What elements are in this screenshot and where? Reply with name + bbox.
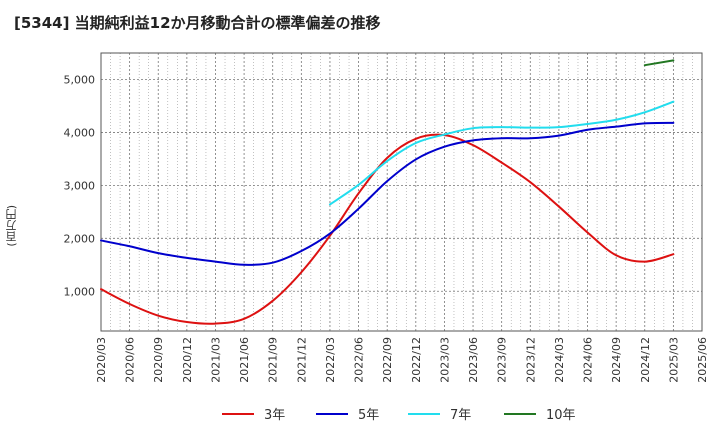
x-tick-label: 2021/03 bbox=[209, 337, 222, 383]
y-tick-label: 1,000 bbox=[64, 285, 96, 298]
x-tick-label: 2021/06 bbox=[238, 337, 251, 383]
x-tick-label: 2025/06 bbox=[696, 337, 709, 383]
x-tick-label: 2025/03 bbox=[667, 337, 680, 383]
x-tick-label: 2022/09 bbox=[381, 337, 394, 383]
y-tick-label: 5,000 bbox=[64, 73, 96, 86]
x-tick-label: 2023/03 bbox=[438, 337, 451, 383]
series-line-4 bbox=[643, 59, 675, 67]
legend-label-1: 3年 bbox=[264, 408, 285, 423]
x-tick-label: 2024/06 bbox=[582, 337, 595, 383]
legend-label-2: 5年 bbox=[358, 408, 379, 423]
y-tick-label: 4,000 bbox=[64, 126, 96, 139]
x-tick-label: 2021/09 bbox=[267, 337, 280, 383]
x-tick-label: 2020/03 bbox=[95, 337, 108, 383]
legend-label-3: 7年 bbox=[450, 408, 471, 423]
plot-area bbox=[101, 53, 702, 331]
chart-title: [5344] 当期純利益12か月移動合計の標準偏差の推移 bbox=[14, 14, 381, 32]
x-tick-label: 2024/03 bbox=[553, 337, 566, 383]
x-tick-label: 2022/06 bbox=[353, 337, 366, 383]
x-tick-label: 2020/12 bbox=[181, 337, 194, 383]
x-tick-label: 2022/03 bbox=[324, 337, 337, 383]
y-tick-label: 3,000 bbox=[64, 179, 96, 192]
x-tick-label: 2024/09 bbox=[610, 337, 623, 383]
x-tick-label: 2024/12 bbox=[639, 337, 652, 383]
legend-label-4: 10年 bbox=[546, 408, 576, 423]
x-tick-label: 2020/06 bbox=[124, 337, 137, 383]
series-line-2 bbox=[100, 121, 675, 266]
x-tick-label: 2023/12 bbox=[524, 337, 537, 383]
y-tick-label: 2,000 bbox=[64, 232, 96, 245]
x-tick-label: 2021/12 bbox=[295, 337, 308, 383]
plot-frame bbox=[100, 52, 703, 332]
series-line-3 bbox=[328, 100, 675, 206]
x-tick-label: 2020/09 bbox=[152, 337, 165, 383]
x-tick-label: 2022/12 bbox=[410, 337, 423, 383]
series-line-1 bbox=[100, 133, 675, 325]
x-tick-label: 2023/06 bbox=[467, 337, 480, 383]
x-tick-label: 2023/09 bbox=[496, 337, 509, 383]
